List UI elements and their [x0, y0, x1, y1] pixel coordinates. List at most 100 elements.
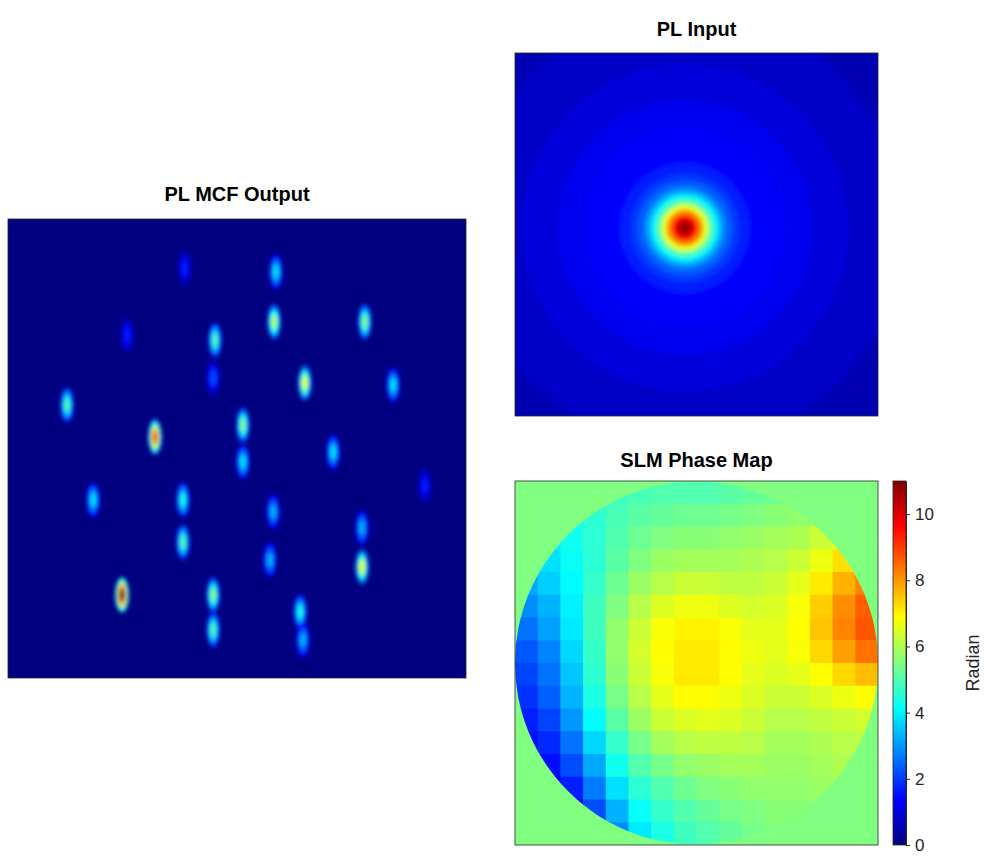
core-spot	[298, 365, 312, 400]
heat-cell	[719, 481, 742, 504]
heat-cell	[765, 504, 788, 527]
heat-cell	[674, 640, 697, 663]
heat-cell	[560, 800, 583, 823]
background	[8, 219, 466, 678]
heat-cell	[855, 640, 878, 663]
heat-cell	[606, 777, 629, 800]
core-spot	[238, 413, 247, 438]
heat-cell	[787, 572, 810, 595]
heat-cell	[697, 549, 720, 572]
intensity-ring	[650, 193, 719, 262]
heat-cell	[628, 777, 651, 800]
core-spot	[180, 256, 189, 281]
heat-cell	[719, 686, 742, 709]
heat-cell	[697, 481, 720, 504]
heat-cell	[810, 731, 833, 754]
heat-cell	[515, 481, 538, 504]
heat-cell	[697, 572, 720, 595]
heat-cell	[651, 549, 674, 572]
plot-area	[515, 481, 878, 845]
heat-cell	[833, 731, 856, 754]
heat-cell	[560, 754, 583, 777]
core-spot	[89, 488, 98, 513]
core-spot	[386, 368, 400, 403]
heat-cell	[583, 663, 606, 686]
heat-cell	[515, 822, 538, 845]
heat-cell	[742, 822, 765, 845]
heat-cell	[833, 481, 856, 504]
heat-cell	[765, 709, 788, 732]
heat-cell	[810, 709, 833, 732]
intensity-ring	[558, 101, 812, 355]
core-spot	[422, 478, 427, 493]
heat-cell	[787, 709, 810, 732]
heat-cell	[810, 686, 833, 709]
colorbar-tick-mark	[906, 713, 910, 714]
core-spot	[209, 365, 218, 390]
heat-cell	[538, 572, 561, 595]
heat-cell	[583, 731, 606, 754]
heat-cell	[651, 731, 674, 754]
core-spot	[120, 318, 134, 353]
intensity-ring	[515, 53, 878, 416]
core-spot	[267, 304, 281, 339]
core-spot	[152, 430, 157, 445]
heat-cell	[583, 618, 606, 641]
heat-cell	[697, 754, 720, 777]
core-spot	[360, 309, 369, 334]
heat-cell	[606, 504, 629, 527]
intensity-ring	[620, 163, 751, 294]
heat-cell	[560, 572, 583, 595]
heat-cell	[742, 572, 765, 595]
heat-cell	[855, 731, 878, 754]
heat-cell	[719, 504, 742, 527]
heat-cell	[787, 640, 810, 663]
heat-cell	[651, 640, 674, 663]
heat-cell	[583, 686, 606, 709]
heat-cell	[606, 527, 629, 550]
figure: PL MCF OutputPL Input0246810RadianSLM Ph…	[0, 0, 995, 860]
heat-cell	[719, 800, 742, 823]
core-spot	[270, 309, 279, 334]
core-spot	[355, 510, 369, 545]
core-spot	[265, 548, 274, 573]
core-spot	[148, 420, 162, 455]
heat-cell	[583, 504, 606, 527]
heat-cell	[583, 549, 606, 572]
heat-cell	[787, 822, 810, 845]
core-spot	[178, 251, 192, 286]
heat-cell	[560, 504, 583, 527]
heat-cell	[742, 777, 765, 800]
heat-cell	[674, 663, 697, 686]
colorbar-tick: 4	[906, 704, 924, 723]
core-spot	[119, 588, 124, 603]
heat-cell	[538, 709, 561, 732]
heat-cell	[697, 527, 720, 550]
intensity-ring	[661, 204, 708, 251]
heat-cell	[538, 595, 561, 618]
heat-cell	[833, 686, 856, 709]
colorbar-tick-mark	[906, 514, 910, 515]
intensity-ring	[678, 221, 693, 236]
heat-cell	[674, 777, 697, 800]
heat-cell	[719, 754, 742, 777]
heat-cell	[651, 618, 674, 641]
core-spot	[302, 376, 307, 391]
core-spot	[362, 314, 367, 329]
heat-cell	[765, 549, 788, 572]
colorbar-tick-mark	[906, 646, 910, 647]
heat-cell	[515, 618, 538, 641]
heat-cell	[787, 481, 810, 504]
heat-cell	[855, 800, 878, 823]
heat-cell	[538, 504, 561, 527]
plot-area	[515, 53, 878, 416]
heat-cell	[719, 731, 742, 754]
heat-cell	[810, 549, 833, 572]
heat-cell	[606, 572, 629, 595]
colorbar-tick-mark	[906, 580, 910, 581]
core-spot	[210, 622, 215, 637]
heat-cell	[606, 595, 629, 618]
heat-cell	[742, 686, 765, 709]
heat-cell	[742, 527, 765, 550]
panel-title: PL MCF Output	[164, 183, 309, 205]
